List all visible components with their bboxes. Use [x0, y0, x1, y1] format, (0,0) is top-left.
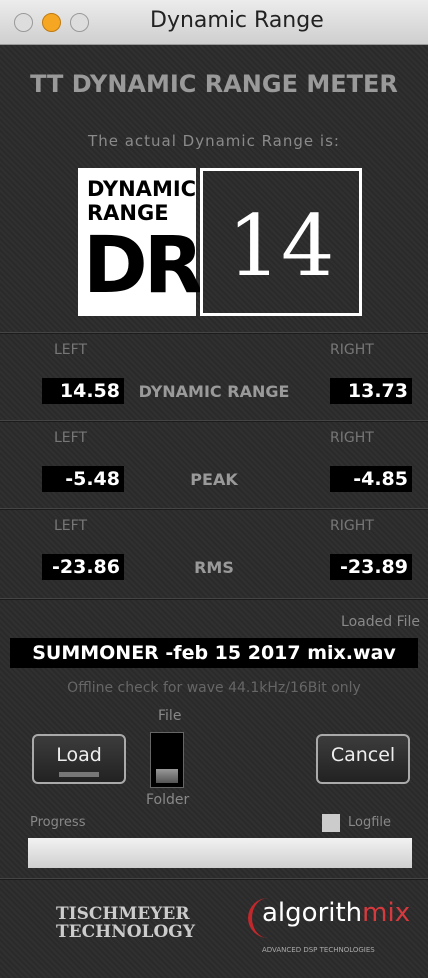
logfile-checkbox[interactable]	[322, 814, 340, 832]
logo-line: DYNAMIC	[87, 177, 197, 201]
dr-value: 14	[200, 168, 362, 316]
close-button[interactable]	[14, 13, 33, 32]
row-name: PEAK	[190, 470, 238, 489]
brand-tagline: ADVANCED DSP TECHNOLOGIES	[262, 946, 375, 954]
row-name: RMS	[194, 558, 234, 577]
logo-line: RANGE	[87, 201, 169, 225]
minimize-button[interactable]	[42, 13, 61, 32]
algorithmix-logo: algorithmix	[248, 898, 422, 938]
right-value: -4.85	[330, 466, 412, 492]
right-value: -23.89	[330, 554, 412, 580]
brand-line: TECHNOLOGY	[56, 922, 195, 942]
file-folder-switch[interactable]	[150, 732, 184, 788]
brand-line: TISCHMEYER	[56, 904, 190, 924]
file-note: Offline check for wave 44.1kHz/16Bit onl…	[67, 680, 361, 696]
subtitle: The actual Dynamic Range is:	[88, 132, 340, 150]
loaded-file-label: Loaded File	[341, 614, 420, 630]
cancel-button[interactable]: Cancel	[316, 734, 410, 784]
left-label: LEFT	[54, 342, 88, 358]
divider	[0, 420, 428, 422]
divider	[0, 878, 428, 880]
title-bar: Dynamic Range	[0, 0, 428, 45]
tischmeyer-logo: TISCHMEYER TECHNOLOGY	[56, 905, 195, 941]
file-name: SUMMONER -feb 15 2017 mix.wav	[10, 638, 418, 668]
brand-part: algorith	[262, 898, 363, 928]
file-option-label: File	[158, 708, 182, 724]
progress-label: Progress	[30, 815, 86, 830]
logo-mark: DR	[83, 221, 204, 311]
right-label: RIGHT	[330, 430, 374, 446]
progress-bar	[28, 838, 412, 868]
right-value: 13.73	[330, 378, 412, 404]
load-label: Load	[56, 744, 102, 766]
row-name: DYNAMIC RANGE	[138, 382, 290, 401]
left-value: 14.58	[42, 378, 124, 404]
left-label: LEFT	[54, 430, 88, 446]
app-title: TT DYNAMIC RANGE METER	[30, 70, 398, 98]
left-label: LEFT	[54, 518, 88, 534]
switch-knob	[156, 769, 178, 783]
divider	[0, 508, 428, 510]
left-value: -5.48	[42, 466, 124, 492]
right-label: RIGHT	[330, 342, 374, 358]
brand-part: mix	[362, 898, 411, 928]
cancel-label: Cancel	[330, 744, 396, 766]
button-indicator	[59, 772, 99, 777]
window-title: Dynamic Range	[150, 8, 324, 33]
left-value: -23.86	[42, 554, 124, 580]
dr-logo: DYNAMIC RANGE DR	[78, 168, 204, 316]
divider	[0, 332, 428, 334]
logfile-label: Logfile	[348, 815, 392, 830]
load-button[interactable]: Load	[32, 734, 126, 784]
folder-option-label: Folder	[146, 792, 190, 808]
right-label: RIGHT	[330, 518, 374, 534]
zoom-button[interactable]	[70, 13, 89, 32]
divider	[0, 598, 428, 600]
